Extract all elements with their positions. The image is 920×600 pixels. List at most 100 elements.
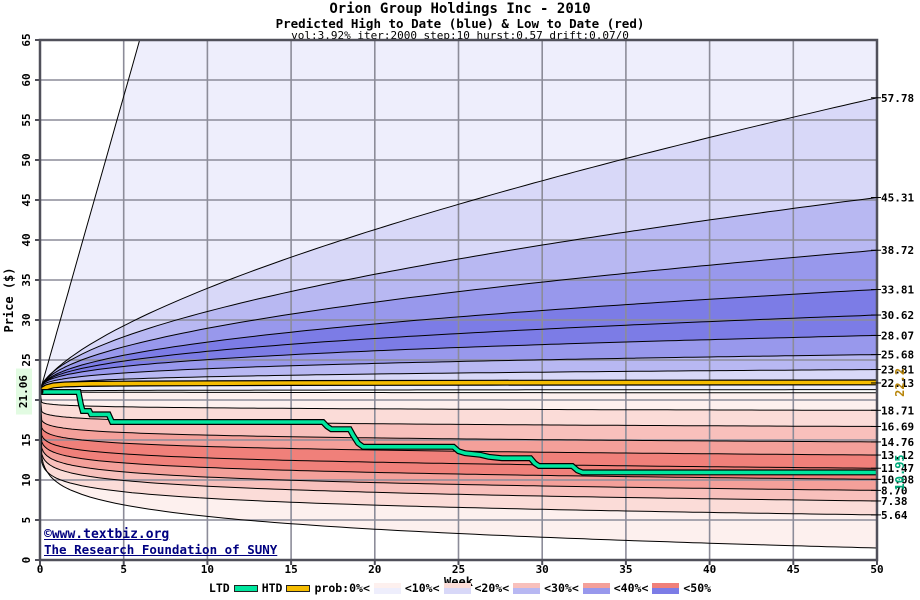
swatch-blue-half (652, 588, 680, 594)
probability-band-swatch (443, 582, 471, 594)
legend-ltd-label: LTD (208, 581, 230, 595)
y-tick-label: 40 (20, 233, 33, 246)
chart-title: Orion Group Holdings Inc - 2010 (329, 1, 591, 17)
y-tick-label: 45 (20, 193, 33, 206)
low-percentile-line (40, 391, 877, 427)
low-probability-band (40, 391, 877, 455)
x-tick-label: 0 (37, 563, 44, 576)
low-percentile-line (40, 391, 877, 549)
right-axis-label: 28.07 (881, 329, 914, 342)
low-percentile-line (40, 391, 877, 491)
right-axis-label: 45.31 (881, 192, 914, 205)
right-axis-label: 14.76 (881, 436, 914, 449)
y-tick-label: 65 (20, 33, 33, 46)
legend: LTD HTD prob:0%< <10%< <20%< <30%< <40%< <50% (0, 581, 920, 595)
right-axis-label: 11.47 (881, 462, 914, 475)
legend-prob-label: <40%< (613, 581, 649, 595)
legend-htd-swatch (286, 584, 311, 592)
plot-clipped-group (40, 40, 877, 560)
high-probability-band (40, 40, 877, 392)
legend-prob-label: <50% (683, 581, 712, 595)
y-tick-label: 15 (20, 433, 33, 446)
x-tick-label: 45 (787, 563, 800, 576)
right-axis-label: 7.38 (881, 495, 908, 508)
legend-prob-label: <10%< (404, 581, 440, 595)
right-axis-label: 10.08 (881, 473, 914, 486)
probability-band-swatch (373, 582, 401, 594)
x-tick-label: 50 (870, 563, 883, 576)
y-tick-label: 25 (20, 353, 33, 366)
right-axis-label: 22.13 (881, 377, 914, 390)
watermark-org-link[interactable]: The Research Foundation of SUNY (44, 541, 278, 557)
swatch-blue-half (443, 588, 471, 594)
probability-band-swatch (513, 582, 541, 594)
right-axis-label: 18.71 (881, 404, 914, 417)
swatch-blue-half (582, 588, 610, 594)
high-probability-band (40, 354, 877, 392)
high-probability-band (40, 289, 877, 392)
chart-subtitle: Predicted High to Date (blue) & Low to D… (275, 15, 645, 31)
low-percentile-line (40, 391, 877, 469)
high-probability-band (40, 197, 877, 392)
low-percentile-line (40, 391, 877, 443)
y-tick-label: 5 (20, 517, 33, 524)
low-percentile-line (40, 391, 877, 411)
low-percentile-line (40, 391, 877, 516)
right-axis-label: 23.81 (881, 364, 914, 377)
x-tick-label: 20 (368, 563, 381, 576)
htd-line (40, 380, 877, 393)
swatch-red-half (513, 582, 541, 588)
right-axis-label: 16.69 (881, 420, 914, 433)
high-percentile-line (40, 249, 877, 392)
swatch-red-half (652, 582, 680, 588)
low-probability-band (40, 391, 877, 427)
low-probability-band (40, 391, 877, 469)
x-tick-label: 40 (703, 563, 716, 576)
start-price-label: 21.06 (17, 375, 30, 408)
high-probability-band (40, 315, 877, 392)
swatch-red-half (373, 582, 401, 588)
legend-prob-label: <20%< (474, 581, 510, 595)
start-price-highlight (16, 368, 32, 415)
legend-prob-label: <30%< (544, 581, 579, 595)
x-tick-label: 25 (452, 563, 465, 576)
right-axis-label: 13.12 (881, 449, 914, 462)
x-tick-label: 35 (619, 563, 632, 576)
low-percentile-line (40, 391, 877, 456)
swatch-blue-half (373, 588, 401, 594)
chart-titles: Orion Group Holdings Inc - 2010 Predicte… (0, 0, 920, 41)
watermark-site-link[interactable]: ©www.textbiz.org (44, 527, 170, 542)
y-tick-label: 30 (20, 313, 33, 326)
htd-final-value-label: 22.2 (893, 368, 907, 397)
right-axis-label: 8.70 (881, 484, 908, 497)
y-tick-label: 60 (20, 73, 33, 86)
right-axis-label: 38.72 (881, 244, 914, 257)
watermark: ©www.textbiz.org The Research Foundation… (44, 527, 278, 557)
x-tick-label: 30 (536, 563, 549, 576)
right-axis-label: 30.62 (881, 309, 914, 322)
chart-simulation-params: vol:3.92% iter:2000 step:10 hurst:0.57 d… (291, 28, 629, 42)
high-probability-band (40, 250, 877, 392)
high-percentile-line (40, 314, 877, 392)
swatch-red-half (582, 582, 610, 588)
y-tick-label: 35 (20, 273, 33, 286)
low-percentile-line (40, 391, 877, 502)
y-axis-title: Price ($) (2, 267, 16, 332)
ltd-final-value-label: 10.95 (893, 454, 907, 490)
high-percentile-line (40, 40, 141, 392)
right-axis-label: 33.81 (881, 284, 914, 297)
y-tick-label: 55 (20, 113, 33, 126)
high-probability-band (40, 335, 877, 392)
ltd-line (40, 390, 877, 475)
probability-band-swatch (582, 582, 610, 594)
y-tick-label: 10 (20, 473, 33, 486)
right-axis-label: 25.68 (881, 349, 914, 362)
legend-ltd-swatch (233, 584, 258, 592)
x-tick-label: 15 (284, 563, 297, 576)
legend-htd-label: HTD (261, 581, 283, 595)
high-percentile-line (40, 334, 877, 392)
low-probability-band (40, 391, 877, 442)
x-tick-label: 5 (120, 563, 127, 576)
